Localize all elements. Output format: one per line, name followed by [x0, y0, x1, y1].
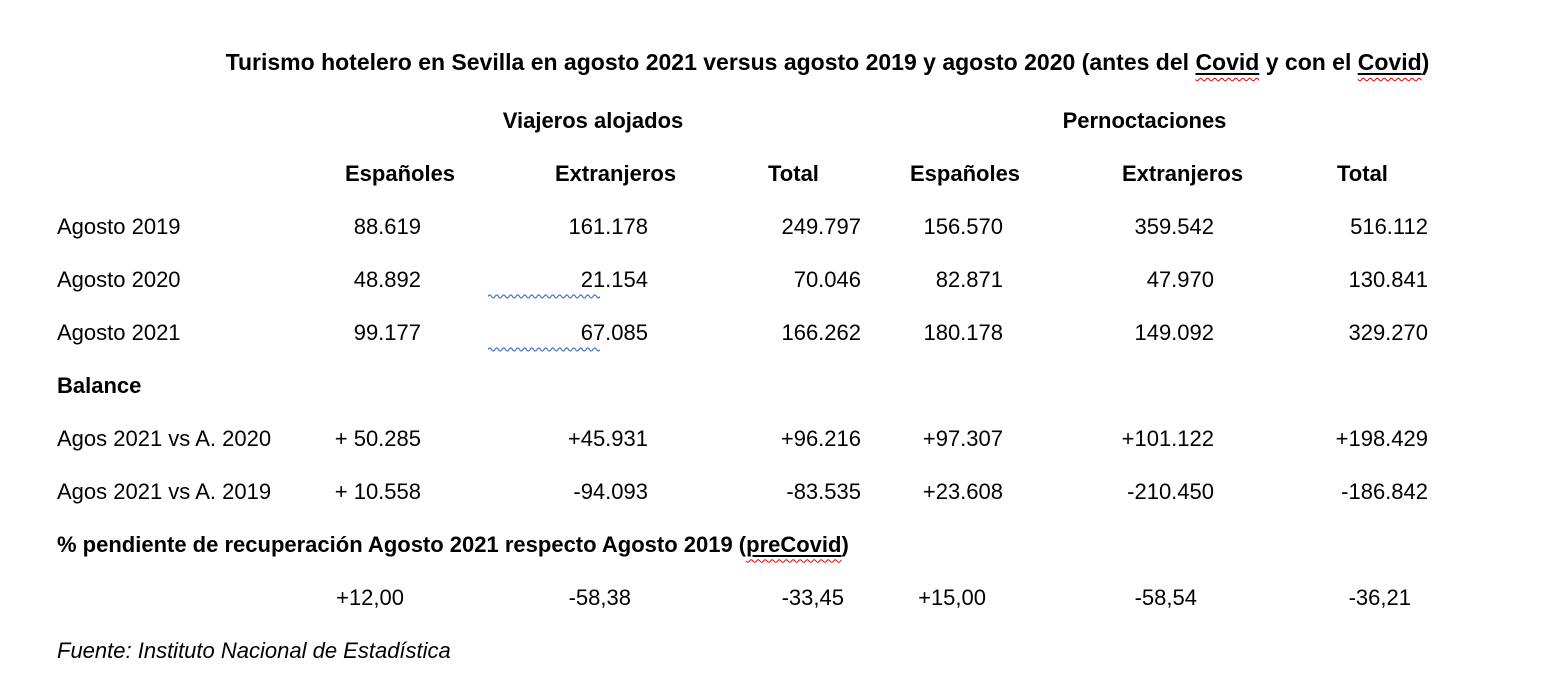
cell-value: +23.608 [922, 478, 1003, 504]
cell-value: +96.216 [780, 425, 861, 451]
cell-value: 88.619 [353, 213, 421, 239]
cell-value: -186.842 [1341, 478, 1428, 504]
cell-value: 156.570 [923, 213, 1003, 239]
cell-value: 161.178 [568, 213, 648, 239]
grammar-squiggle-blue [488, 293, 600, 299]
cell-value: +45.931 [567, 425, 648, 451]
column-header-extranjeros-viajeros: Extranjeros [555, 160, 677, 186]
row-label: Agos 2021 vs A. 2019 [57, 478, 272, 504]
cell-value: -83.535 [786, 478, 861, 504]
cell-value: -36,21 [1348, 584, 1411, 610]
group-header-row: Viajeros alojados Pernoctaciones [57, 94, 1555, 147]
cell-value: 149.092 [1134, 319, 1214, 345]
column-header-espanoles-pernoctaciones: Españoles [910, 160, 1021, 186]
cell-value: 166.262 [781, 319, 861, 345]
spellcheck-squiggle-red: Covid [1358, 49, 1422, 75]
spellcheck-squiggle-red: Covid [1195, 49, 1259, 75]
title-text: Turismo hotelero en Sevilla en agosto 20… [225, 49, 1196, 75]
cell-value: 47.970 [1146, 266, 1214, 292]
row-label: Agosto 2020 [57, 266, 181, 292]
column-header-row: Españoles Extranjeros Total Españoles Ex… [57, 147, 1555, 200]
cell-value: +15,00 [918, 584, 986, 610]
cell-value: 180.178 [923, 319, 1003, 345]
spellcheck-squiggle-red: preCovid [746, 532, 841, 558]
row-label: Agos 2021 vs A. 2020 [57, 425, 272, 451]
cell-value: -210.450 [1127, 478, 1214, 504]
grammar-squiggle-blue [488, 346, 600, 352]
cell-value: 67.085 [421, 320, 648, 352]
title-text: y con el [1259, 49, 1358, 75]
title-covid-word: Covid [1357, 49, 1422, 75]
row-label: Agosto 2021 [57, 319, 181, 345]
column-header-extranjeros-pernoctaciones: Extranjeros [1122, 160, 1244, 186]
cell-value: 99.177 [353, 319, 421, 345]
column-header-total-pernoctaciones: Total [1337, 160, 1388, 186]
cell-value: +101.122 [1121, 425, 1214, 451]
column-header-espanoles-viajeros: Españoles [345, 160, 456, 186]
table-row-recovery-percent: +12,00 -58,38 -33,45 +15,00 -58,54 -36,2… [57, 571, 1555, 624]
table-row-2021-vs-2020: Agos 2021 vs A. 2020 + 50.285 +45.931 +9… [57, 412, 1555, 465]
cell-value: -58,54 [1134, 584, 1197, 610]
cell-value: +198.429 [1335, 425, 1428, 451]
row-label: Agosto 2019 [57, 213, 181, 239]
cell-value: 249.797 [781, 213, 861, 239]
cell-value: 130.841 [1348, 266, 1428, 292]
cell-value: +12,00 [336, 584, 404, 610]
group-header-viajeros: Viajeros alojados [502, 107, 684, 133]
cell-value: 48.892 [353, 266, 421, 292]
page-title: Turismo hotelero en Sevilla en agosto 20… [0, 44, 1555, 94]
recovery-section-heading: % pendiente de recuperación Agosto 2021 … [57, 531, 849, 558]
cell-value: -33,45 [781, 584, 844, 610]
source-note: Fuente: Instituto Nacional de Estadístic… [57, 637, 451, 663]
cell-value: 82.871 [935, 266, 1003, 292]
table-row-2021-vs-2019: Agos 2021 vs A. 2019 + 10.558 -94.093 -8… [57, 465, 1555, 518]
cell-value: + 10.558 [334, 478, 421, 504]
group-header-pernoctaciones: Pernoctaciones [1062, 107, 1227, 133]
table-row-agosto-2021: Agosto 2021 99.177 67.085 166.262 180.17… [57, 306, 1555, 359]
title-covid-word: Covid [1195, 49, 1260, 75]
cell-value: -94.093 [573, 478, 648, 504]
cell-value: +97.307 [922, 425, 1003, 451]
cell-value: 70.046 [793, 266, 861, 292]
cell-value: 359.542 [1134, 213, 1214, 239]
table-row-agosto-2019: Agosto 2019 88.619 161.178 249.797 156.5… [57, 200, 1555, 253]
tourism-table: Viajeros alojados Pernoctaciones Español… [0, 94, 1555, 677]
table-row-agosto-2020: Agosto 2020 48.892 21.154 70.046 82.871 … [57, 253, 1555, 306]
title-text: ) [1421, 49, 1430, 75]
precovid-word: preCovid [746, 531, 842, 557]
cell-value: 21.154 [421, 267, 648, 299]
cell-value: + 50.285 [334, 425, 421, 451]
cell-value: 329.270 [1348, 319, 1428, 345]
column-header-total-viajeros: Total [768, 160, 819, 186]
cell-value: -58,38 [568, 584, 631, 610]
cell-value: 516.112 [1350, 213, 1428, 239]
balance-section-heading: Balance [57, 372, 142, 398]
